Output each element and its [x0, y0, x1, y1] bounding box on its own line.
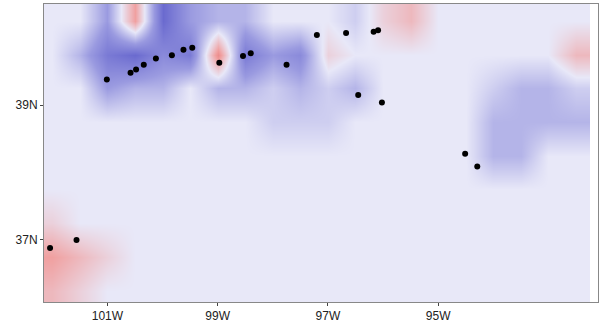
svg-text:99W: 99W [205, 309, 230, 323]
svg-text:37N: 37N [16, 233, 38, 247]
svg-text:39N: 39N [16, 98, 38, 112]
svg-text:97W: 97W [316, 309, 341, 323]
svg-text:95W: 95W [426, 309, 451, 323]
svg-text:101W: 101W [92, 309, 124, 323]
